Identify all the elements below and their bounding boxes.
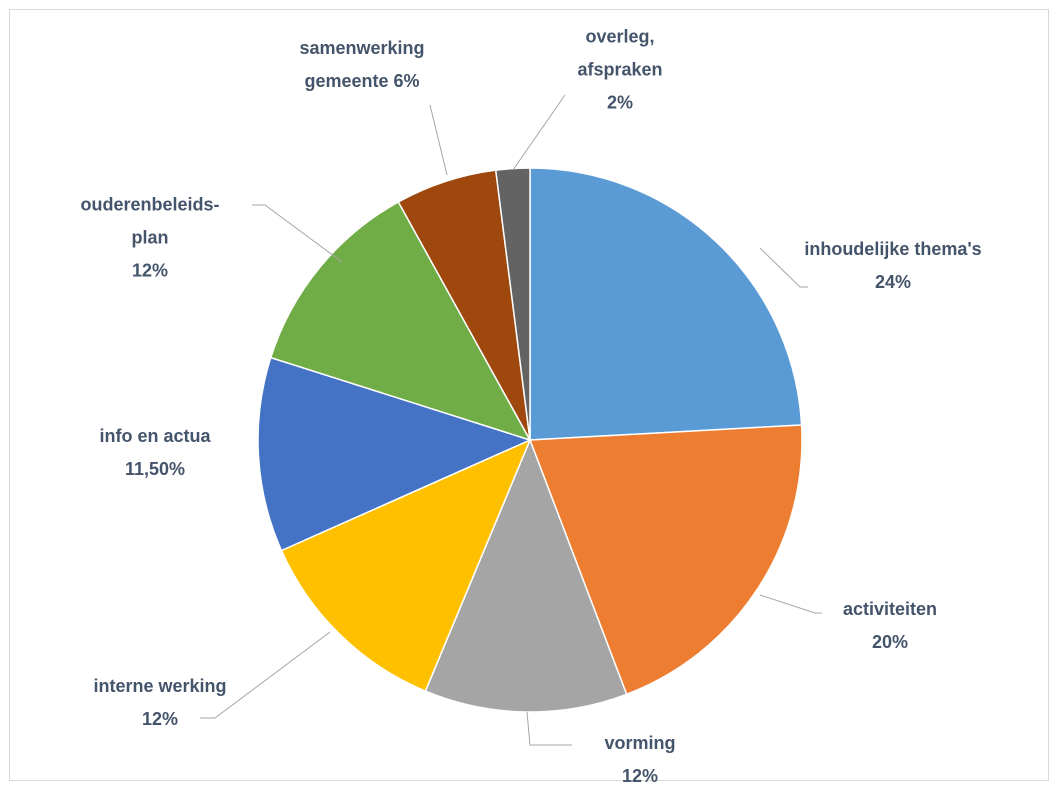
- leader-line: [429, 104, 448, 176]
- pie-slice: [494, 167, 531, 441]
- category-label: samenwerking gemeente: [299, 38, 425, 91]
- value-label: 12%: [131, 260, 169, 281]
- pie-slice: [529, 167, 803, 441]
- category-label: interne werking: [93, 676, 227, 696]
- category-label: overleg, afspraken: [577, 26, 663, 80]
- pie-slice: [280, 438, 532, 693]
- data-label: ouderenbeleids-plan 12%: [65, 189, 235, 288]
- leader-line: [759, 594, 822, 614]
- data-label: vorming 12%: [575, 727, 705, 793]
- data-label: interne werking 12%: [65, 670, 255, 736]
- leader-line: [512, 94, 566, 171]
- category-label: info en actua: [99, 426, 211, 446]
- value-label: 12%: [621, 766, 659, 786]
- chart-frame: [9, 9, 1049, 781]
- pie-slice: [528, 424, 803, 696]
- pie-slice: [424, 437, 628, 713]
- category-label: ouderenbeleids-plan: [80, 194, 220, 248]
- value-label: 2%: [606, 92, 633, 113]
- value-label: 24%: [874, 272, 912, 292]
- value-label: 6%: [393, 71, 420, 91]
- data-label: samenwerking gemeente 6%: [280, 32, 445, 98]
- pie-slice: [257, 356, 533, 552]
- leader-line: [200, 631, 331, 719]
- value-label: 12%: [141, 709, 179, 729]
- category-label: inhoudelijke thema's: [804, 239, 982, 259]
- leader-line: [252, 204, 343, 263]
- value-label: 20%: [871, 632, 909, 652]
- data-label: inhoudelijke thema's 24%: [778, 233, 1008, 299]
- category-label: activiteiten: [842, 599, 938, 619]
- leader-line: [526, 711, 572, 746]
- data-label: info en actua 11,50%: [65, 420, 245, 486]
- category-label: vorming: [604, 733, 676, 753]
- data-label: overleg, afspraken 2%: [560, 21, 680, 120]
- value-label: 11,50%: [124, 459, 186, 479]
- pie-slice: [269, 200, 532, 442]
- data-label: activiteiten 20%: [815, 593, 965, 659]
- leader-line: [759, 247, 808, 288]
